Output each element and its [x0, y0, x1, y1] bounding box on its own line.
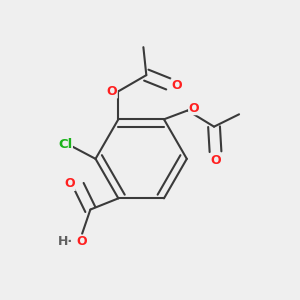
Text: O: O: [171, 79, 182, 92]
Text: O: O: [77, 236, 87, 248]
Text: O: O: [189, 102, 199, 115]
Text: Cl: Cl: [58, 138, 72, 151]
Text: O: O: [210, 154, 221, 167]
Text: H·: H·: [58, 235, 74, 248]
Text: O: O: [64, 177, 75, 190]
Text: O: O: [106, 85, 117, 98]
